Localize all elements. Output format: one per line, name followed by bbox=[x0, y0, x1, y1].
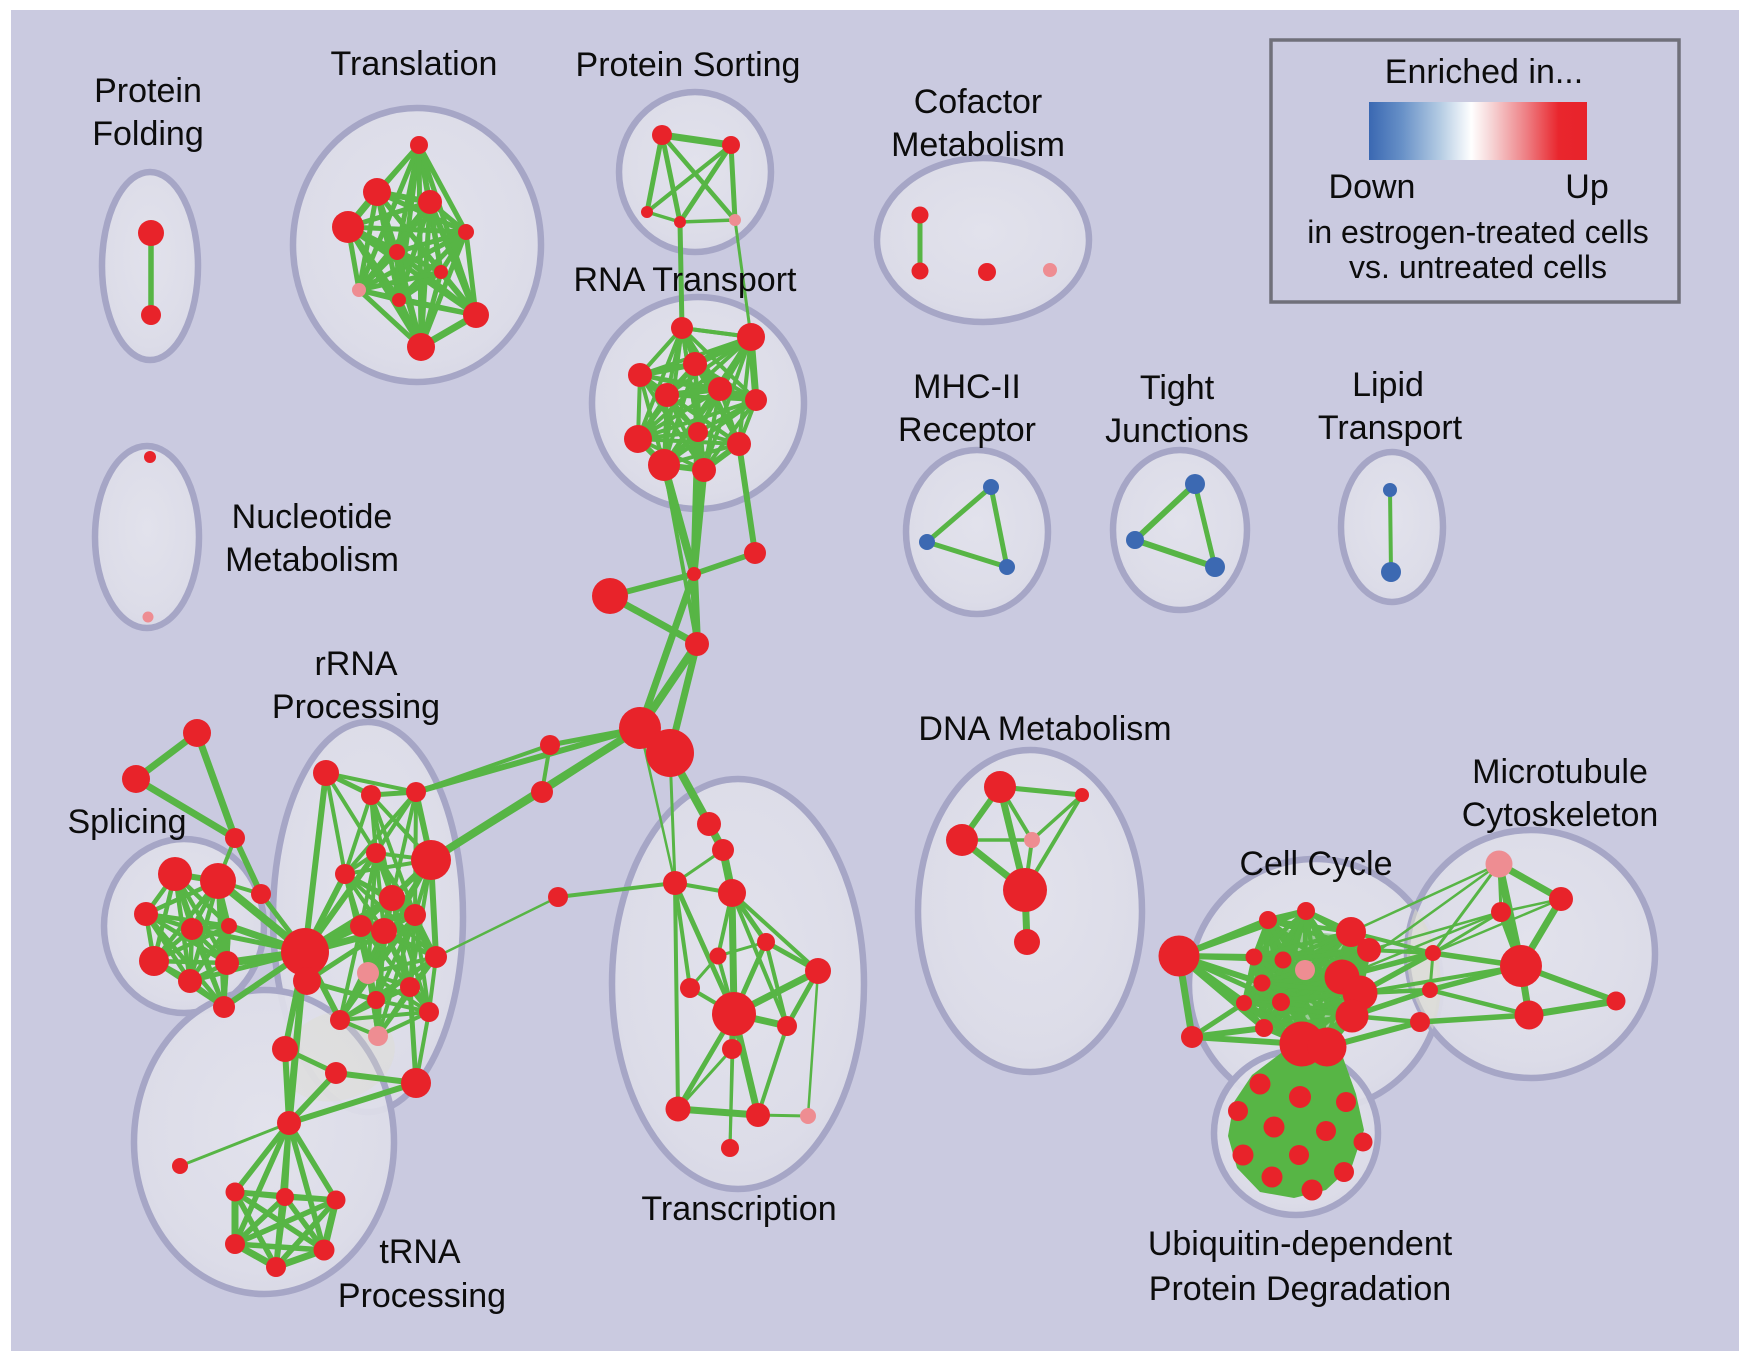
svg-text:Junctions: Junctions bbox=[1105, 412, 1249, 450]
svg-text:Down: Down bbox=[1329, 168, 1416, 206]
svg-text:Enriched in...: Enriched in... bbox=[1385, 53, 1583, 91]
svg-text:Processing: Processing bbox=[272, 688, 440, 726]
svg-text:Protein Degradation: Protein Degradation bbox=[1149, 1270, 1451, 1308]
svg-text:Microtubule: Microtubule bbox=[1472, 753, 1648, 791]
svg-text:Metabolism: Metabolism bbox=[225, 541, 399, 579]
svg-text:Ubiquitin-dependent: Ubiquitin-dependent bbox=[1148, 1225, 1453, 1263]
svg-text:Cytoskeleton: Cytoskeleton bbox=[1462, 796, 1659, 834]
svg-text:DNA Metabolism: DNA Metabolism bbox=[918, 710, 1171, 748]
svg-text:Lipid: Lipid bbox=[1352, 366, 1424, 404]
svg-text:Folding: Folding bbox=[92, 115, 204, 153]
svg-text:MHC-II: MHC-II bbox=[913, 368, 1021, 406]
svg-text:Translation: Translation bbox=[331, 45, 498, 83]
svg-text:Tight: Tight bbox=[1140, 369, 1215, 407]
svg-text:Cell Cycle: Cell Cycle bbox=[1239, 845, 1392, 883]
svg-text:Protein Sorting: Protein Sorting bbox=[576, 46, 801, 84]
svg-text:Up: Up bbox=[1565, 168, 1608, 206]
svg-text:tRNA: tRNA bbox=[379, 1233, 461, 1271]
svg-text:Processing: Processing bbox=[338, 1277, 506, 1315]
svg-text:Transcription: Transcription bbox=[641, 1190, 836, 1228]
svg-text:Transport: Transport bbox=[1318, 409, 1463, 447]
svg-text:Protein: Protein bbox=[94, 72, 202, 110]
svg-text:Cofactor: Cofactor bbox=[914, 83, 1043, 121]
svg-text:Splicing: Splicing bbox=[67, 803, 186, 841]
svg-text:in estrogen-treated cells: in estrogen-treated cells bbox=[1307, 214, 1649, 250]
svg-text:rRNA: rRNA bbox=[314, 645, 397, 683]
svg-text:Receptor: Receptor bbox=[898, 411, 1036, 449]
svg-text:RNA Transport: RNA Transport bbox=[574, 261, 798, 299]
svg-text:Nucleotide: Nucleotide bbox=[232, 498, 393, 536]
svg-text:vs. untreated cells: vs. untreated cells bbox=[1349, 249, 1607, 285]
svg-text:Metabolism: Metabolism bbox=[891, 126, 1065, 164]
